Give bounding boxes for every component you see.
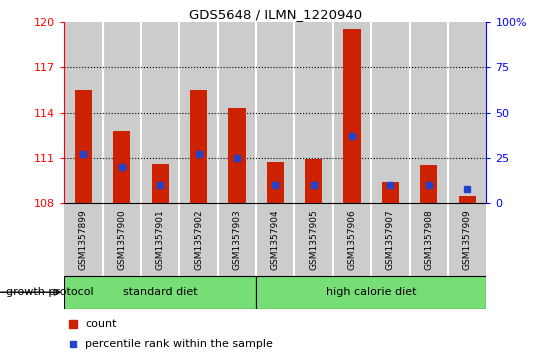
- Text: GSM1357902: GSM1357902: [194, 209, 203, 270]
- Text: GSM1357906: GSM1357906: [348, 209, 357, 270]
- Text: GSM1357901: GSM1357901: [156, 209, 165, 270]
- Bar: [382, 182, 399, 203]
- Text: GSM1357900: GSM1357900: [117, 209, 126, 270]
- Bar: [151, 164, 169, 203]
- Text: growth protocol: growth protocol: [6, 287, 93, 297]
- Text: GSM1357908: GSM1357908: [424, 209, 433, 270]
- Text: GSM1357899: GSM1357899: [79, 209, 88, 270]
- Bar: [343, 29, 361, 203]
- Bar: [305, 159, 323, 203]
- Bar: [458, 196, 476, 203]
- Bar: [179, 22, 218, 203]
- Bar: [228, 108, 245, 203]
- Text: percentile rank within the sample: percentile rank within the sample: [86, 339, 273, 348]
- Bar: [410, 22, 448, 203]
- Bar: [190, 90, 207, 203]
- Text: GSM1357907: GSM1357907: [386, 209, 395, 270]
- Bar: [141, 22, 179, 203]
- Bar: [448, 22, 486, 203]
- Bar: [75, 90, 92, 203]
- Bar: [420, 166, 437, 203]
- Bar: [333, 22, 371, 203]
- Bar: [256, 22, 295, 203]
- Text: count: count: [86, 319, 117, 329]
- Text: standard diet: standard diet: [123, 287, 197, 297]
- Text: GSM1357909: GSM1357909: [463, 209, 472, 270]
- Text: GSM1357905: GSM1357905: [309, 209, 318, 270]
- Bar: [113, 131, 130, 203]
- Bar: [64, 22, 103, 203]
- Text: GSM1357903: GSM1357903: [233, 209, 241, 270]
- Bar: [218, 22, 256, 203]
- Bar: [295, 22, 333, 203]
- Bar: [103, 22, 141, 203]
- Title: GDS5648 / ILMN_1220940: GDS5648 / ILMN_1220940: [189, 8, 362, 21]
- Text: GSM1357904: GSM1357904: [271, 209, 280, 270]
- Bar: [371, 22, 410, 203]
- Bar: [64, 276, 256, 309]
- Text: high calorie diet: high calorie diet: [326, 287, 416, 297]
- Bar: [267, 163, 284, 203]
- Bar: [256, 276, 486, 309]
